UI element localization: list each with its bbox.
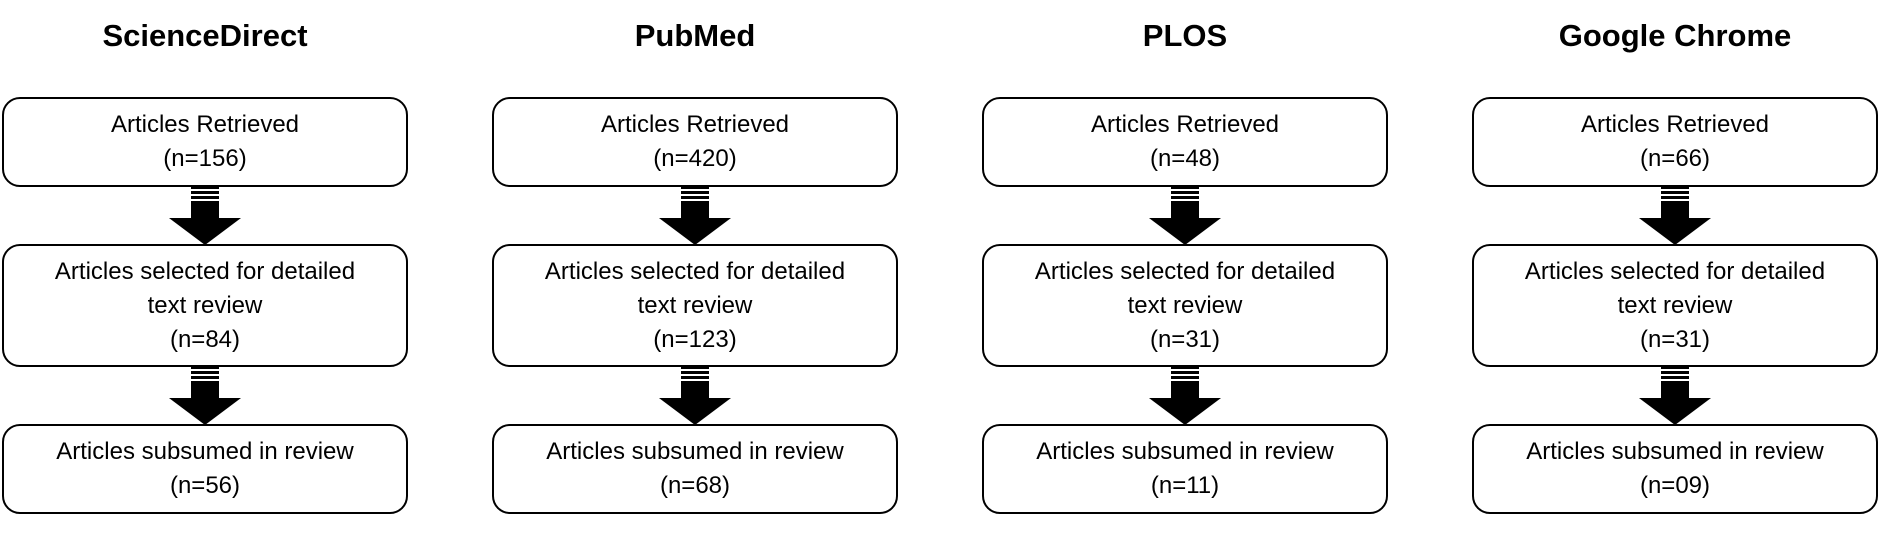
box-articles-retrieved: Articles Retrieved (n=420) [492,97,898,187]
box-label: Articles subsumed in review [546,438,844,465]
column-title: Google Chrome [1558,18,1792,53]
column-sciencedirect: ScienceDirect Articles Retrieved (n=156)… [0,0,410,550]
column-title: PLOS [1142,18,1228,53]
box-count: (n=48) [1149,145,1221,172]
column-plos: PLOS Articles Retrieved (n=48) Articles … [980,0,1390,550]
box-count: (n=11) [1150,472,1220,499]
box-count: (n=09) [1639,472,1711,499]
box-articles-retrieved: Articles Retrieved (n=156) [2,97,408,187]
box-label-line1: Articles selected for detailed [544,257,846,285]
box-count: (n=123) [653,325,737,353]
box-label: Articles Retrieved [110,111,300,138]
box-count: (n=31) [1149,325,1221,353]
box-label-line2: text review [637,291,753,319]
box-label: Articles subsumed in review [56,438,354,465]
box-label-line2: text review [1617,291,1733,319]
down-arrow-icon [169,186,241,245]
box-label-line1: Articles selected for detailed [54,257,356,285]
box-articles-selected: Articles selected for detailed text revi… [982,244,1388,367]
down-arrow-icon [1149,366,1221,425]
box-articles-subsumed: Articles subsumed in review (n=09) [1472,424,1878,514]
box-label: Articles Retrieved [1580,111,1770,138]
column-title: PubMed [634,18,756,53]
down-arrow-icon [659,186,731,245]
box-label: Articles Retrieved [1090,111,1280,138]
box-label-line2: text review [1127,291,1243,319]
down-arrow-icon [1149,186,1221,245]
down-arrow-icon [169,366,241,425]
column-pubmed: PubMed Articles Retrieved (n=420) Articl… [490,0,900,550]
down-arrow-icon [1639,186,1711,245]
down-arrow-icon [659,366,731,425]
box-label: Articles subsumed in review [1036,438,1334,465]
box-count: (n=156) [163,145,247,172]
box-count: (n=68) [659,472,731,499]
box-label-line1: Articles selected for detailed [1034,257,1336,285]
box-articles-retrieved: Articles Retrieved (n=66) [1472,97,1878,187]
box-count: (n=56) [169,472,241,499]
box-articles-selected: Articles selected for detailed text revi… [1472,244,1878,367]
box-articles-subsumed: Articles subsumed in review (n=11) [982,424,1388,514]
box-articles-retrieved: Articles Retrieved (n=48) [982,97,1388,187]
box-label: Articles subsumed in review [1526,438,1824,465]
box-count: (n=420) [653,145,737,172]
box-label-line1: Articles selected for detailed [1524,257,1826,285]
box-articles-selected: Articles selected for detailed text revi… [2,244,408,367]
column-title: ScienceDirect [102,18,308,53]
down-arrow-icon [1639,366,1711,425]
box-count: (n=84) [169,325,241,353]
box-articles-subsumed: Articles subsumed in review (n=68) [492,424,898,514]
box-label-line2: text review [147,291,263,319]
box-count: (n=66) [1639,145,1711,172]
box-articles-subsumed: Articles subsumed in review (n=56) [2,424,408,514]
column-google-chrome: Google Chrome Articles Retrieved (n=66) … [1470,0,1880,550]
box-articles-selected: Articles selected for detailed text revi… [492,244,898,367]
box-label: Articles Retrieved [600,111,790,138]
box-count: (n=31) [1639,325,1711,353]
